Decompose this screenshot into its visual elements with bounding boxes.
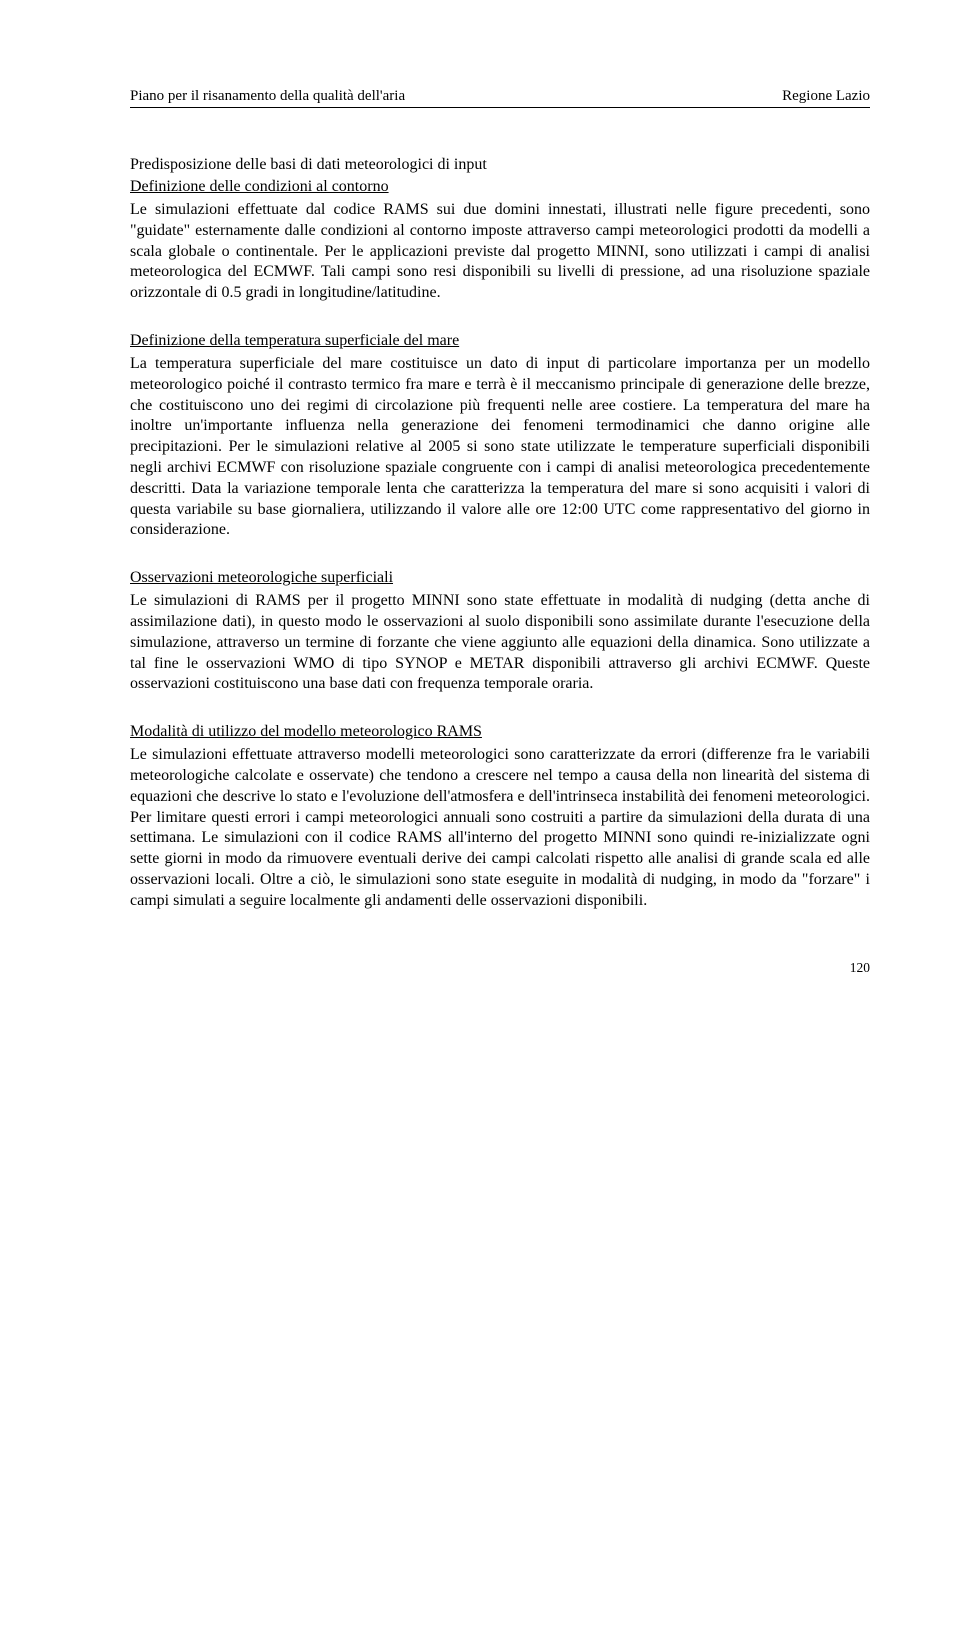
- sub-title-osservazioni: Osservazioni meteorologiche superficiali: [130, 569, 870, 587]
- header-right: Regione Lazio: [782, 88, 870, 105]
- page-number: 120: [130, 960, 870, 976]
- page-header: Piano per il risanamento della qualità d…: [130, 88, 870, 108]
- section-title-main: Predisposizione delle basi di dati meteo…: [130, 156, 870, 174]
- paragraph-rams: Le simulazioni effettuate attraverso mod…: [130, 745, 870, 911]
- paragraph-osservazioni: Le simulazioni di RAMS per il progetto M…: [130, 591, 870, 695]
- sub-title-mare: Definizione della temperatura superficia…: [130, 332, 870, 350]
- paragraph-mare: La temperatura superficiale del mare cos…: [130, 354, 870, 541]
- sub-title-contorno: Definizione delle condizioni al contorno: [130, 178, 870, 196]
- header-left: Piano per il risanamento della qualità d…: [130, 88, 405, 105]
- paragraph-contorno: Le simulazioni effettuate dal codice RAM…: [130, 200, 870, 304]
- sub-title-rams: Modalità di utilizzo del modello meteoro…: [130, 723, 870, 741]
